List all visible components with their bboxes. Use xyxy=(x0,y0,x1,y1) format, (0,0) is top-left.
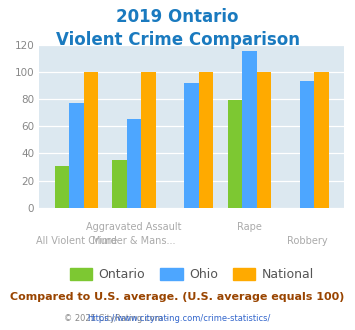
Bar xyxy=(242,51,257,208)
Legend: Ontario, Ohio, National: Ontario, Ohio, National xyxy=(65,263,319,286)
Text: © 2025 CityRating.com -: © 2025 CityRating.com - xyxy=(64,314,171,323)
Bar xyxy=(185,83,199,208)
Bar xyxy=(300,81,314,208)
Text: All Violent Crime: All Violent Crime xyxy=(36,236,117,246)
Bar xyxy=(257,72,271,208)
Bar xyxy=(84,72,98,208)
Bar xyxy=(127,119,141,208)
Bar xyxy=(199,72,213,208)
Text: Murder & Mans...: Murder & Mans... xyxy=(92,236,176,246)
Bar xyxy=(141,72,156,208)
Bar xyxy=(113,160,127,208)
Text: Violent Crime Comparison: Violent Crime Comparison xyxy=(55,31,300,50)
Text: 2019 Ontario: 2019 Ontario xyxy=(116,8,239,26)
Bar xyxy=(228,100,242,208)
Bar xyxy=(69,103,84,208)
Bar xyxy=(314,72,328,208)
Bar xyxy=(55,166,69,208)
Text: Robbery: Robbery xyxy=(286,236,327,246)
Text: Rape: Rape xyxy=(237,222,262,232)
Text: Aggravated Assault: Aggravated Assault xyxy=(86,222,182,232)
Text: Compared to U.S. average. (U.S. average equals 100): Compared to U.S. average. (U.S. average … xyxy=(10,292,345,302)
Text: https://www.cityrating.com/crime-statistics/: https://www.cityrating.com/crime-statist… xyxy=(88,314,271,323)
